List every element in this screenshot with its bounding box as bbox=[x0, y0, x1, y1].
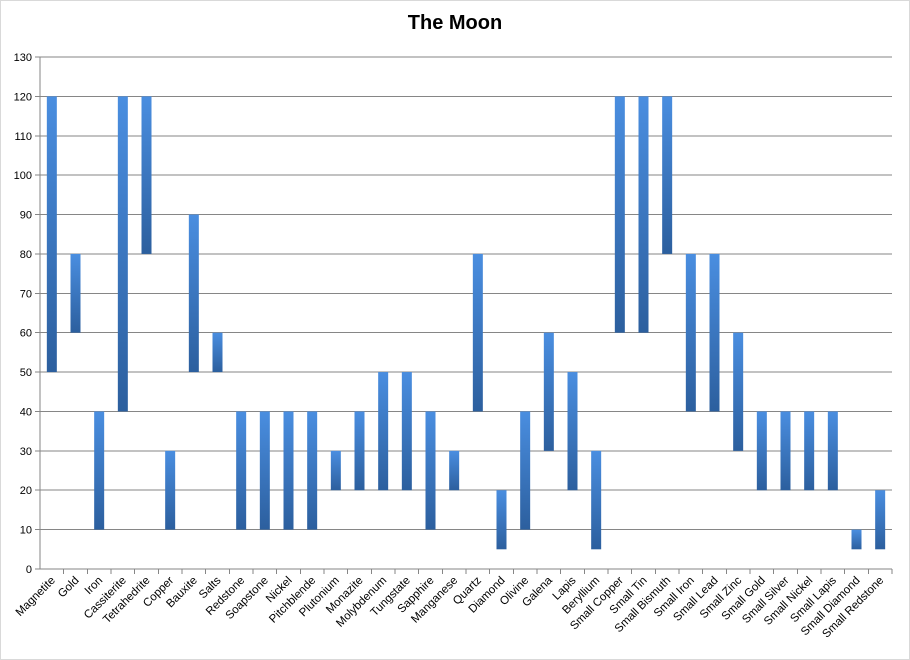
bar-beryllium bbox=[591, 450, 602, 550]
y-tick-label: 120 bbox=[14, 91, 32, 103]
bar-small-copper bbox=[614, 96, 625, 333]
bar-tetrahedrite bbox=[141, 96, 152, 254]
bar-small-zinc bbox=[733, 332, 744, 451]
x-tick-label: Gold bbox=[56, 575, 82, 601]
bar-tungstate bbox=[401, 372, 412, 491]
y-tick-label: 50 bbox=[20, 367, 32, 379]
bar-layer bbox=[46, 96, 886, 550]
bar-small-redstone bbox=[875, 490, 886, 550]
y-tick-label: 30 bbox=[20, 446, 32, 458]
bar-olivine bbox=[520, 411, 531, 530]
bar-small-diamond bbox=[851, 529, 862, 550]
y-tick-label: 110 bbox=[14, 131, 32, 143]
y-tick-label: 0 bbox=[26, 564, 32, 576]
bar-nickel bbox=[283, 411, 294, 530]
bar-plutonium bbox=[330, 450, 341, 491]
bar-sapphire bbox=[425, 411, 436, 530]
bar-small-nickel bbox=[804, 411, 815, 491]
axis-layer bbox=[35, 56, 893, 574]
bar-small-tin bbox=[638, 96, 649, 333]
bar-copper bbox=[165, 450, 176, 530]
bar-bauxite bbox=[188, 214, 199, 373]
bar-molybdenum bbox=[378, 372, 389, 491]
bar-pitchblende bbox=[307, 411, 318, 530]
bar-monazite bbox=[354, 411, 365, 491]
chart-title: The Moon bbox=[407, 12, 503, 34]
y-tick-label: 100 bbox=[14, 170, 32, 182]
y-tick-label: 20 bbox=[20, 485, 32, 497]
bar-small-silver bbox=[780, 411, 791, 491]
grid-layer bbox=[40, 56, 892, 570]
bar-small-lead bbox=[709, 253, 720, 412]
bar-quartz bbox=[472, 253, 483, 412]
bar-small-lapis bbox=[827, 411, 838, 491]
y-tick-label: 80 bbox=[20, 249, 32, 261]
bar-cassiterite bbox=[117, 96, 128, 412]
y-tick-label: 10 bbox=[20, 525, 32, 537]
y-tick-label: 40 bbox=[20, 406, 32, 418]
bar-iron bbox=[94, 411, 105, 530]
y-tick-label: 90 bbox=[20, 210, 32, 222]
bar-salts bbox=[212, 332, 223, 373]
x-tick-label: Magnetite bbox=[14, 575, 58, 619]
y-tick-label: 70 bbox=[20, 288, 32, 300]
bar-magnetite bbox=[46, 96, 57, 373]
bar-small-bismuth bbox=[662, 96, 673, 254]
y-tick-label: 60 bbox=[20, 328, 32, 340]
bar-soapstone bbox=[259, 411, 270, 530]
y-tick-label: 130 bbox=[14, 52, 32, 64]
bar-diamond bbox=[496, 490, 507, 550]
bar-redstone bbox=[236, 411, 247, 530]
bar-manganese bbox=[449, 450, 460, 491]
bar-lapis bbox=[567, 372, 578, 491]
bar-gold bbox=[70, 253, 81, 333]
bar-small-iron bbox=[685, 253, 696, 412]
bar-galena bbox=[543, 332, 554, 451]
bar-small-gold bbox=[756, 411, 767, 491]
